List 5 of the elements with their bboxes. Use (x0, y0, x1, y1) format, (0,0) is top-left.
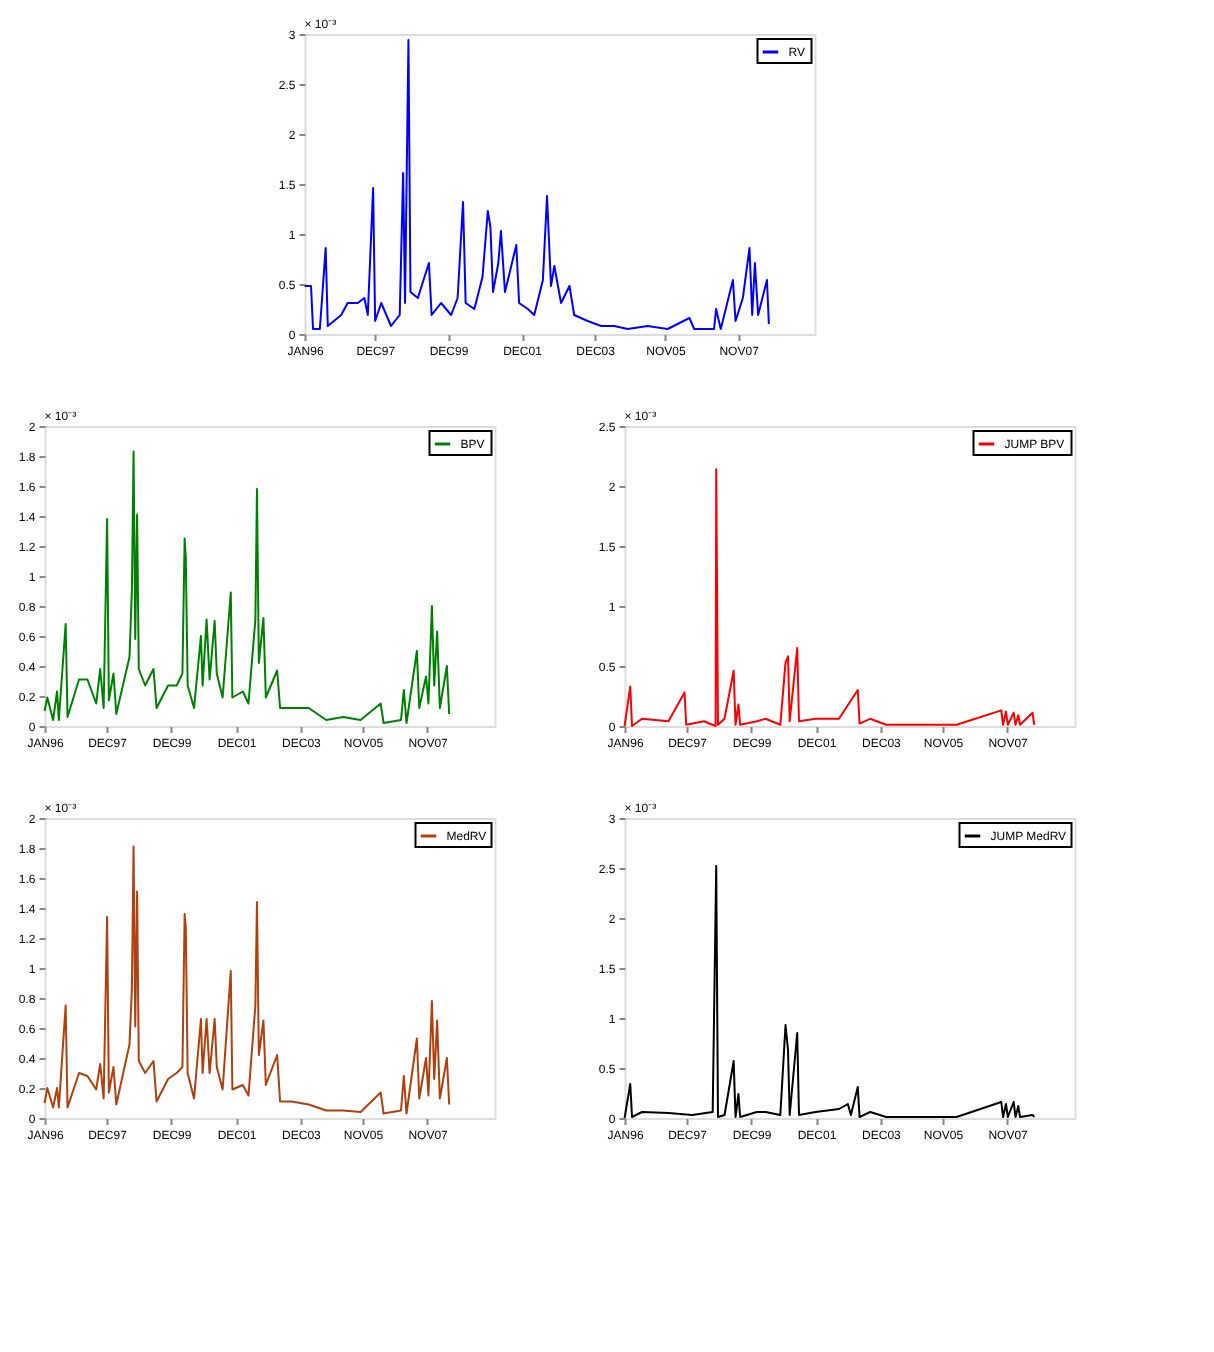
line-series (43, 845, 451, 1115)
line-series (623, 468, 1036, 727)
line-series (43, 450, 451, 724)
line-series (623, 865, 1036, 1119)
line-series (303, 39, 770, 330)
